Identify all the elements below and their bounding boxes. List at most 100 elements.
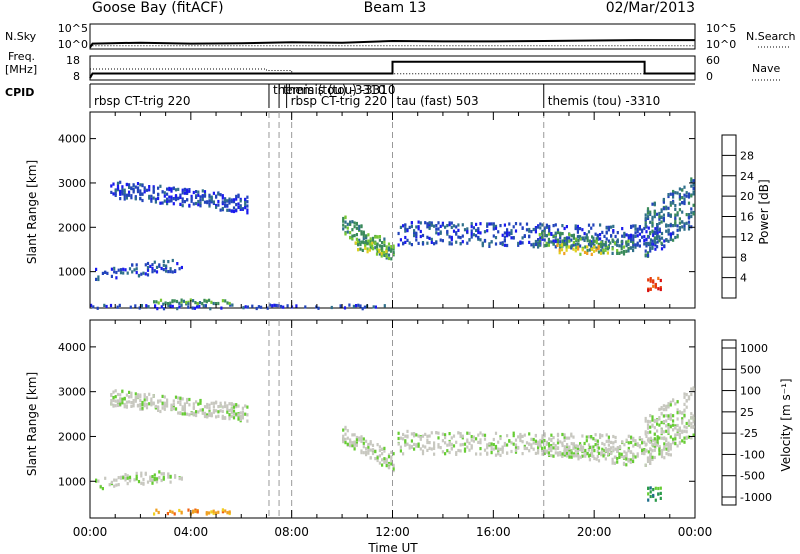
velocity-data-cell: [360, 449, 363, 453]
velocity-data-cell: [112, 398, 115, 403]
power-data-cell: [196, 302, 199, 306]
power-data-cell: [455, 232, 458, 236]
power-data-cell: [687, 227, 691, 231]
velocity-data-cell: [625, 457, 628, 461]
velocity-data-cell: [101, 487, 104, 491]
power-data-cell: [145, 304, 148, 308]
power-data-cell: [439, 224, 442, 228]
velocity-data-cell: [530, 445, 533, 450]
power-data-cell: [119, 189, 122, 193]
power-data-cell: [135, 271, 138, 275]
power-colorbar-tick-label: 12: [740, 231, 754, 244]
power-data-cell: [641, 228, 644, 232]
power-data-cell: [654, 243, 657, 247]
power-data-cell: [132, 183, 135, 187]
velocity-data-cell: [651, 415, 654, 419]
velocity-data-cell: [692, 417, 695, 421]
velocity-data-cell: [208, 406, 211, 411]
velocity-data-cell: [559, 440, 562, 444]
velocity-data-cell: [390, 455, 393, 459]
power-data-cell: [433, 224, 436, 228]
velocity-data-cell: [479, 431, 482, 435]
velocity-data-cell: [656, 419, 659, 423]
power-data-cell: [176, 262, 179, 266]
power-data-cell: [669, 224, 672, 228]
velocity-data-cell: [690, 387, 693, 391]
power-data-cell: [651, 217, 654, 221]
power-data-cell: [195, 195, 198, 199]
power-data-cell: [649, 249, 652, 253]
velocity-data-cell: [672, 428, 675, 432]
velocity-data-cell: [665, 408, 668, 412]
power-data-cell: [157, 301, 160, 305]
velocity-data-cell: [342, 437, 345, 441]
power-data-cell: [387, 256, 391, 261]
velocity-data-cell: [681, 439, 684, 443]
power-data-cell: [599, 233, 602, 237]
velocity-data-cell: [353, 440, 356, 445]
power-data-cell: [374, 246, 377, 250]
power-data-cell: [638, 232, 641, 236]
velocity-data-cell: [137, 480, 141, 484]
velocity-data-cell: [614, 435, 617, 440]
velocity-data-cell: [607, 435, 610, 439]
power-data-cell: [503, 223, 506, 227]
power-data-cell: [161, 201, 164, 205]
velocity-data-cell: [188, 413, 191, 417]
velocity-data-cell: [674, 402, 677, 406]
power-data-cell: [603, 234, 606, 238]
power-data-cell: [568, 232, 571, 237]
power-data-cell: [116, 186, 120, 190]
velocity-data-cell: [166, 398, 169, 402]
power-data-cell: [123, 192, 126, 196]
power-data-cell: [362, 234, 365, 238]
power-data-cell: [169, 304, 172, 308]
power-data-cell: [339, 304, 342, 308]
velocity-data-cell: [417, 444, 420, 448]
velocity-data-cell: [537, 449, 540, 453]
power-data-cell: [450, 238, 453, 242]
power-data-cell: [152, 186, 155, 190]
velocity-data-cell: [392, 465, 395, 469]
power-data-cell: [428, 222, 431, 227]
power-data-cell: [134, 195, 137, 199]
velocity-data-cell: [239, 411, 242, 415]
power-data-cell: [190, 199, 193, 203]
power-data-cell: [190, 196, 193, 200]
velocity-data-cell: [428, 446, 431, 450]
velocity-data-cell: [203, 405, 207, 409]
velocity-data-cell: [630, 435, 633, 439]
velocity-data-cell: [246, 413, 249, 417]
power-data-cell: [224, 203, 227, 208]
power-data-cell: [349, 222, 352, 226]
power-data-cell: [692, 212, 695, 216]
velocity-data-cell: [143, 398, 146, 402]
power-data-cell: [630, 234, 633, 238]
power-data-cell: [224, 299, 227, 303]
power-data-cell: [622, 252, 626, 256]
power-data-cell: [579, 252, 582, 256]
velocity-data-cell: [201, 408, 204, 412]
power-data-cell: [228, 201, 231, 205]
velocity-data-cell: [651, 418, 654, 422]
velocity-data-cell: [676, 428, 679, 432]
velocity-data-cell: [166, 401, 169, 405]
velocity-data-cell: [439, 446, 442, 450]
power-data-cell: [226, 301, 229, 305]
power-data-cell: [441, 221, 444, 225]
power-data-cell: [577, 234, 580, 239]
velocity-data-cell: [662, 404, 665, 408]
power-data-cell: [653, 230, 656, 234]
power-data-cell: [119, 271, 123, 275]
velocity-data-cell: [512, 434, 515, 438]
power-data-cell: [163, 199, 166, 203]
power-data-cell: [466, 241, 469, 245]
power-data-cell: [149, 264, 152, 268]
velocity-data-cell: [404, 440, 407, 444]
power-data-cell: [667, 206, 670, 210]
power-data-cell: [651, 215, 654, 219]
velocity-data-cell: [674, 425, 677, 430]
velocity-data-cell: [488, 442, 491, 446]
power-data-cell: [415, 232, 418, 236]
nsky-label: N.Sky: [5, 30, 37, 43]
